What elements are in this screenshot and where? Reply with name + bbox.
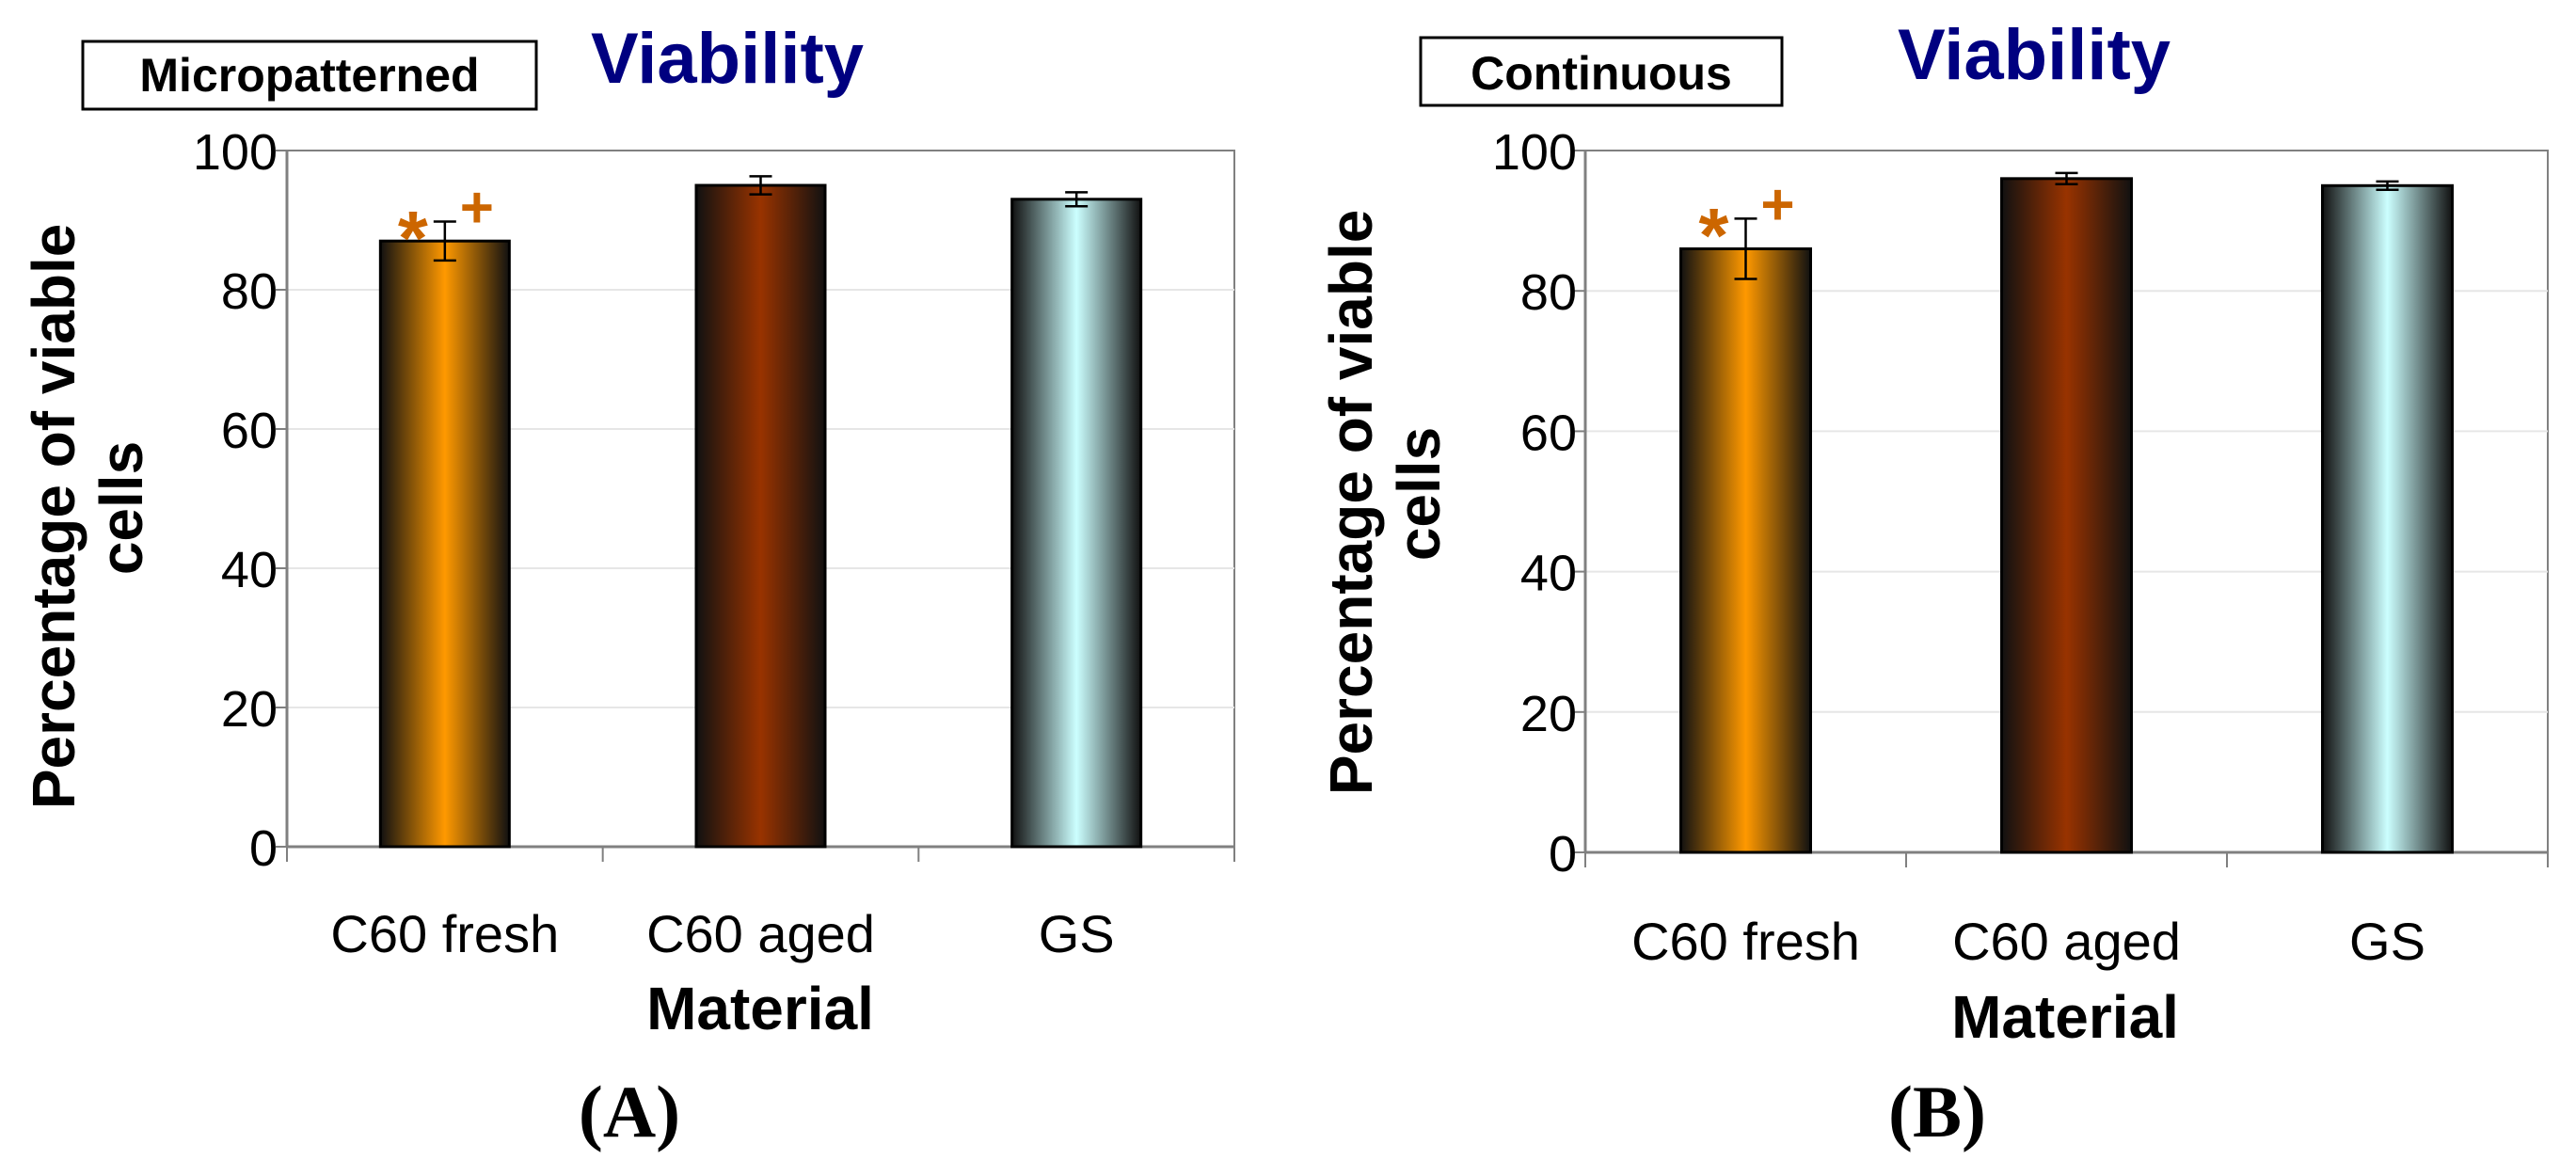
condition-label: Micropatterned: [139, 49, 479, 102]
y-tick-label: 0: [249, 820, 278, 877]
panel-label: (B): [1888, 1071, 1986, 1152]
bar: [694, 183, 827, 849]
significance-asterisk: *: [1699, 193, 1729, 278]
y-tick-label: 40: [221, 542, 278, 598]
significance-asterisk: *: [398, 196, 428, 281]
condition-label-box: [1419, 36, 1784, 107]
y-tick-label: 80: [1520, 264, 1577, 321]
y-tick-label: 40: [1520, 546, 1577, 602]
y-tick-label: 0: [1549, 826, 1577, 882]
panel-b: Continuous Viability Percentage of viabl…: [1317, 15, 2549, 1152]
y-tick-label: 20: [221, 681, 278, 738]
significance-plus: +: [460, 175, 494, 240]
category-label: GS: [2349, 912, 2425, 971]
x-axis-title: Material: [646, 975, 874, 1042]
bar: [2321, 183, 2454, 854]
chart-title: Viability: [591, 19, 864, 99]
y-tick-label: 60: [1520, 405, 1577, 461]
category-label: C60 aged: [646, 904, 875, 963]
chart-title: Viability: [1898, 15, 2171, 95]
y-axis-title-line2: cells: [1385, 427, 1453, 561]
category-label: C60 fresh: [1631, 912, 1860, 971]
panel-label: (A): [579, 1071, 680, 1152]
y-tick-label: 100: [1492, 124, 1577, 181]
condition-label: Continuous: [1471, 47, 1732, 100]
y-axis-title-line1: Percentage of viable: [20, 224, 87, 809]
y-tick-label: 20: [1520, 686, 1577, 742]
bar: [2000, 177, 2133, 854]
category-label: C60 aged: [1952, 912, 2181, 971]
y-axis-title-line2: cells: [87, 441, 155, 575]
condition-label-box: [81, 40, 538, 111]
y-axis-title-line1: Percentage of viable: [1317, 210, 1385, 795]
y-tick-label: 60: [221, 403, 278, 459]
category-label: C60 fresh: [330, 904, 559, 963]
bar: [1679, 246, 1812, 854]
plot-area: 0 20 40 60 80 100 C60 fresh * + C60 aged GS: [1492, 124, 2549, 971]
y-tick-label: 100: [193, 124, 278, 181]
significance-plus: +: [1760, 172, 1794, 237]
category-label: GS: [1039, 904, 1115, 963]
svg-text:Percentage of viable c: Percentage of viable cells: [1317, 193, 1453, 795]
y-axis-title: Percentage of viable cells: [1317, 193, 1453, 795]
x-axis-title: Material: [1951, 983, 2179, 1051]
panel-a: Micropatterned Viability Percentage of v…: [20, 19, 1235, 1152]
svg-text:Percentage of viable c: Percentage of viable cells: [20, 207, 155, 809]
bar: [378, 239, 511, 849]
bar: [1010, 198, 1143, 849]
y-axis-title: Percentage of viable cells: [20, 207, 155, 809]
plot-area: 0 20 40 60 80 100 C60 fresh * + C60 aged GS: [193, 124, 1235, 963]
y-tick-label: 80: [221, 263, 278, 320]
